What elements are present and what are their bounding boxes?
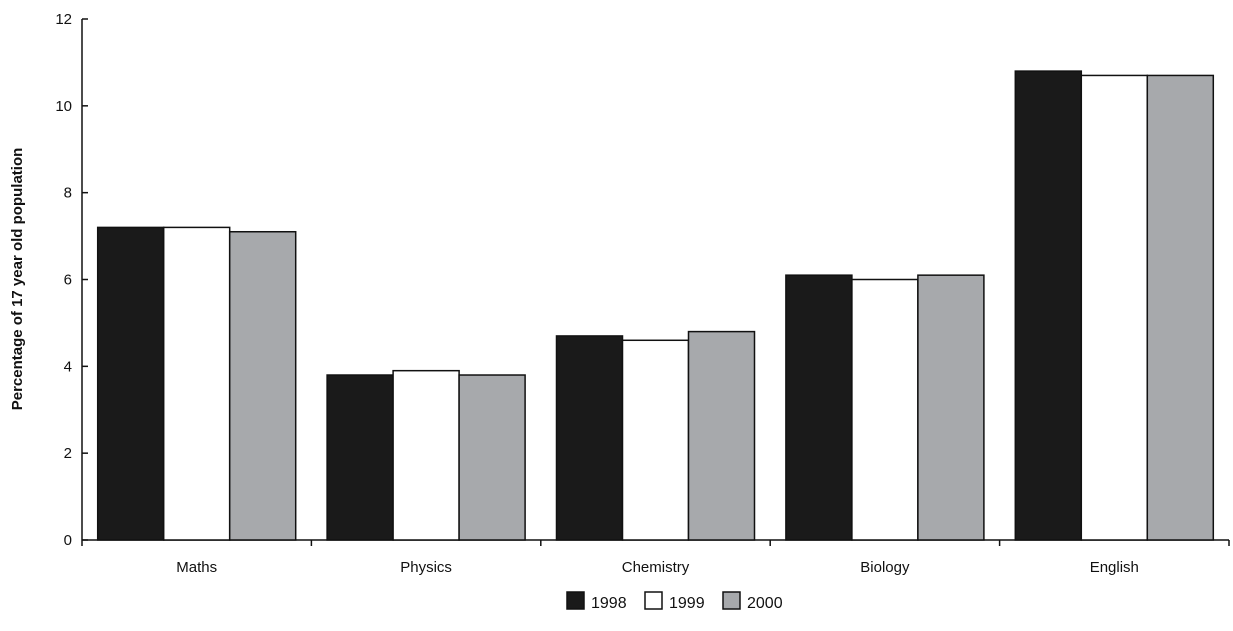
- x-tick-label: Chemistry: [622, 559, 690, 576]
- bar-2000-biology: [917, 274, 985, 541]
- bar-1999-biology: [851, 278, 919, 541]
- legend-label-2000: 2000: [747, 595, 783, 612]
- legend-label-1999: 1999: [669, 595, 705, 612]
- legend: 1998 1999 2000: [566, 591, 783, 612]
- legend-label-1998: 1998: [591, 595, 627, 612]
- x-tick-label: Maths: [176, 559, 217, 576]
- bar-2000-chemistry: [687, 330, 756, 541]
- bar-1998-chemistry: [555, 335, 624, 541]
- bar-1999-physics: [392, 369, 460, 541]
- ticks: 0 2 4 6 8 10 12 Maths Physics Chemistry Biology Eng…: [55, 11, 1230, 576]
- bar-1999-english: [1080, 74, 1149, 541]
- y-tick-label: 4: [64, 358, 72, 375]
- bar-1998-maths: [96, 226, 165, 541]
- y-tick-label: 2: [64, 445, 72, 462]
- y-tick-label: 10: [55, 98, 72, 115]
- bar-1998-english: [1014, 70, 1083, 541]
- y-axis-label: Percentage of 17 year old population: [9, 148, 26, 411]
- bar-2000-english: [1146, 74, 1215, 541]
- y-tick-label: 8: [64, 185, 72, 202]
- bar-1999-maths: [162, 226, 231, 541]
- bar-2000-maths: [228, 230, 297, 541]
- bars: [96, 70, 1215, 541]
- y-tick-label: 12: [55, 11, 72, 28]
- x-tick-label: English: [1090, 559, 1139, 576]
- bar-2000-physics: [458, 374, 526, 541]
- bar-1999-chemistry: [621, 339, 690, 541]
- y-tick-label: 6: [64, 272, 72, 289]
- legend-swatch-1998: [566, 591, 585, 610]
- x-tick-label: Physics: [400, 559, 452, 576]
- bar-1998-physics: [326, 374, 394, 541]
- y-tick-label: 0: [64, 532, 72, 549]
- x-tick-label: Biology: [860, 559, 910, 576]
- bar-1998-biology: [785, 274, 853, 541]
- legend-swatch-1999: [644, 591, 663, 610]
- legend-swatch-2000: [722, 591, 741, 610]
